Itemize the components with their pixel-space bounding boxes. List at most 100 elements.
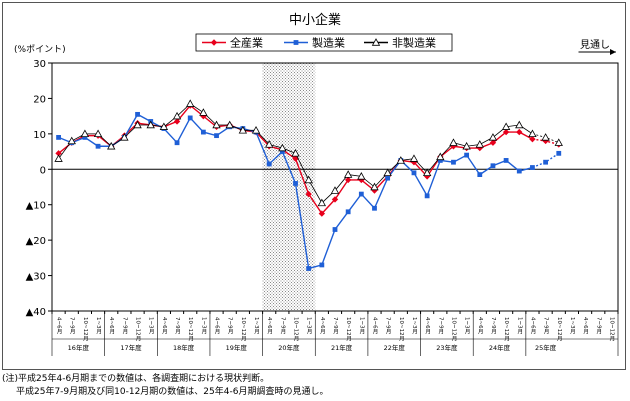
data-point-square bbox=[530, 165, 535, 170]
forecast-arrow-head bbox=[610, 49, 616, 55]
data-point-triangle bbox=[370, 182, 379, 191]
x-tick-label: 10~12月 bbox=[398, 317, 405, 342]
x-tick-label: 1~3月 bbox=[95, 317, 102, 335]
x-tick-label: 4~6月 bbox=[371, 317, 378, 335]
data-point-triangle bbox=[278, 143, 287, 152]
x-tick-label: 7~9月 bbox=[490, 317, 497, 335]
line-chart: 中小企業 (%ポイント) 見通し 全産業 製造業 非製造業 30 20 10 0 ▲10 ▲2… bbox=[14, 12, 619, 356]
x-tick-label: 10~12月 bbox=[240, 317, 247, 342]
x-tick-label: 4~6月 bbox=[108, 317, 115, 335]
data-point-triangle bbox=[383, 168, 392, 177]
chart-frame bbox=[2, 2, 626, 370]
data-point-square bbox=[187, 115, 193, 121]
x-tick-label: 7~9月 bbox=[174, 317, 181, 335]
data-point-triangle bbox=[146, 120, 155, 129]
x-tick-label: 1~3月 bbox=[464, 317, 471, 335]
data-point-triangle bbox=[541, 133, 550, 141]
data-point-square bbox=[503, 158, 509, 163]
x-tick-label: 4~6月 bbox=[582, 317, 589, 335]
plot-border bbox=[51, 62, 619, 312]
x-tick-label: 7~9月 bbox=[437, 317, 444, 335]
x-tick-label: 7~9月 bbox=[595, 317, 602, 335]
fiscal-year-label: 20年度 bbox=[278, 343, 300, 352]
footnotes: (注)平成25年4-6月期までの数値は、各調査期における現状判断。 平成25年7… bbox=[2, 373, 328, 399]
data-point-square bbox=[293, 181, 298, 186]
data-point-square bbox=[95, 143, 101, 149]
x-tick-label: 1~3月 bbox=[569, 317, 576, 335]
x-tick-label: 1~3月 bbox=[358, 317, 365, 335]
y-tick-label: 0 bbox=[40, 165, 46, 176]
data-point-triangle bbox=[409, 154, 419, 162]
shaded-region bbox=[262, 63, 316, 311]
data-point-square bbox=[372, 205, 377, 211]
data-point-diamond bbox=[173, 118, 181, 125]
data-point-diamond bbox=[516, 128, 523, 136]
data-point-triangle bbox=[515, 120, 524, 129]
legend-label: 非製造業 bbox=[392, 36, 436, 50]
data-point-diamond bbox=[502, 128, 510, 136]
data-point-square bbox=[556, 150, 562, 156]
x-tick-label: 1~3月 bbox=[253, 317, 260, 335]
x-tick-label: 4~6月 bbox=[529, 317, 536, 335]
x-tick-label: 10~12月 bbox=[293, 317, 300, 342]
footnote-1: (注)平成25年4-6月期までの数値は、各調査期における現状判断。 bbox=[2, 374, 270, 384]
y-tick-label: 20 bbox=[33, 94, 46, 105]
x-tick-label: 10~12月 bbox=[503, 317, 510, 342]
y-tick-label: ▲20 bbox=[26, 236, 46, 247]
y-tick-label: 30 bbox=[33, 59, 46, 70]
data-point-triangle bbox=[54, 154, 63, 162]
fiscal-year-label: 21年度 bbox=[331, 343, 353, 352]
x-tick-label: 7~9月 bbox=[385, 317, 392, 335]
fiscal-year-label: 25年度 bbox=[535, 343, 557, 352]
legend-label: 製造業 bbox=[312, 36, 345, 50]
fiscal-year-label: 19年度 bbox=[226, 343, 248, 352]
chart-title: 中小企業 bbox=[289, 12, 341, 28]
x-tick-label: 1~3月 bbox=[516, 317, 523, 335]
data-point-triangle bbox=[291, 149, 300, 157]
data-point-triangle bbox=[343, 170, 353, 178]
data-point-square bbox=[332, 227, 338, 232]
data-point-square bbox=[174, 140, 180, 146]
legend-swatch-marker bbox=[210, 39, 218, 46]
series-forecast-line-square bbox=[532, 152, 560, 169]
data-point-square bbox=[319, 262, 325, 268]
fiscal-year-label: 16年度 bbox=[68, 343, 90, 352]
data-point-square bbox=[306, 266, 312, 271]
data-point-triangle bbox=[225, 120, 234, 129]
x-tick-label: 10~12月 bbox=[82, 317, 89, 342]
data-point-triangle bbox=[67, 136, 76, 145]
fiscal-year-label: 18年度 bbox=[173, 343, 195, 352]
data-point-triangle bbox=[80, 129, 90, 138]
x-tick-label: 10~12月 bbox=[135, 317, 142, 342]
data-point-square bbox=[266, 161, 272, 167]
data-point-triangle bbox=[396, 156, 405, 164]
data-point-diamond bbox=[450, 143, 457, 150]
data-point-square bbox=[490, 163, 496, 169]
data-point-triangle bbox=[133, 120, 142, 129]
x-tick-label: 7~9月 bbox=[279, 317, 286, 335]
x-tick-label: 4~6月 bbox=[319, 317, 326, 335]
data-point-square bbox=[82, 135, 88, 140]
data-point-diamond bbox=[529, 135, 536, 143]
x-tick-label: 7~9月 bbox=[69, 317, 76, 335]
data-point-triangle bbox=[93, 129, 103, 138]
data-point-square bbox=[279, 149, 285, 154]
x-tick-label: 1~3月 bbox=[411, 317, 418, 335]
y-tick-label: 10 bbox=[33, 130, 46, 141]
fiscal-year-label: 22年度 bbox=[384, 343, 406, 352]
data-point-triangle bbox=[265, 140, 274, 148]
x-tick-label: 4~6月 bbox=[214, 317, 221, 335]
data-point-triangle bbox=[501, 122, 511, 130]
chart-legend: 全産業 製造業 非製造業 bbox=[195, 33, 453, 52]
data-point-triangle bbox=[186, 99, 195, 107]
data-point-triangle bbox=[317, 198, 327, 207]
legend-swatch-marker bbox=[371, 38, 381, 46]
x-tick-label: 4~6月 bbox=[266, 317, 273, 335]
x-tick-label: 4~6月 bbox=[161, 317, 168, 335]
data-point-square bbox=[214, 133, 219, 139]
y-tick-label: ▲40 bbox=[26, 307, 46, 318]
data-point-diamond bbox=[489, 139, 497, 146]
data-point-square bbox=[200, 129, 206, 135]
data-point-triangle bbox=[238, 125, 248, 134]
x-tick-label: 10~12月 bbox=[187, 317, 194, 342]
